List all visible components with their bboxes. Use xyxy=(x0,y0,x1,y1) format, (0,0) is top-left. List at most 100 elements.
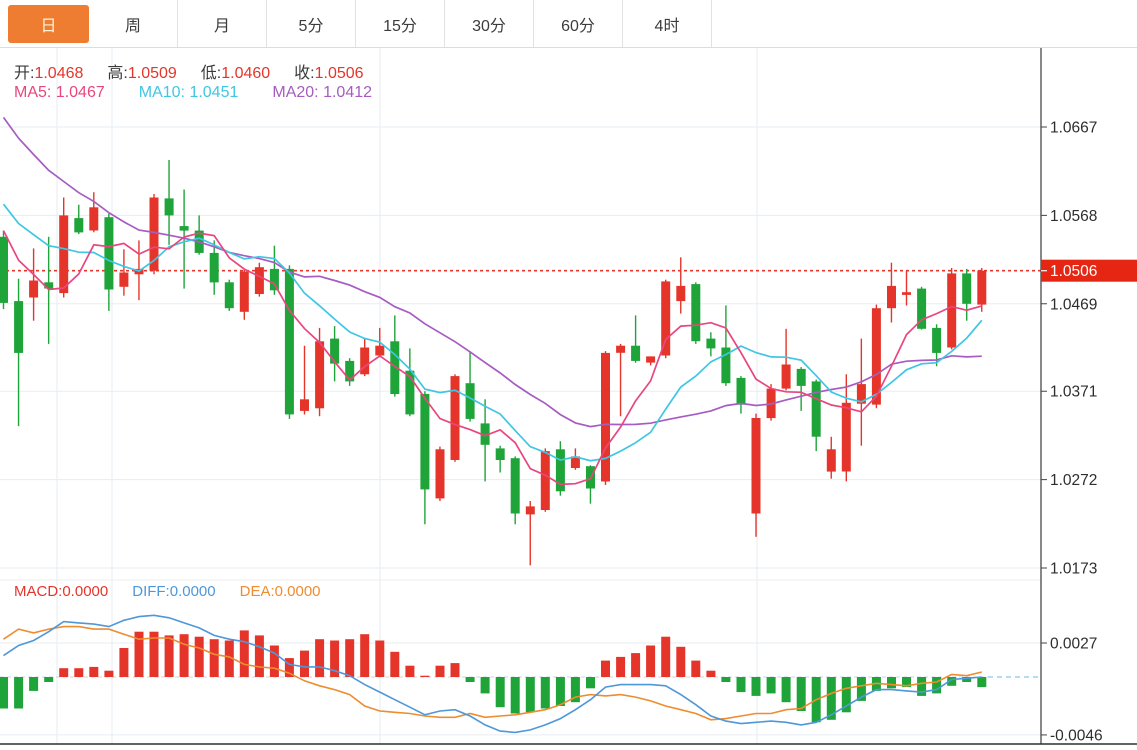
macd-bar xyxy=(435,665,445,677)
macd-readout: MACD:0.0000 DIFF:0.0000 DEA:0.0000 xyxy=(14,583,321,600)
candle-body xyxy=(856,384,866,404)
macd-bar xyxy=(375,640,385,677)
macd-tick-label: 0.0027 xyxy=(1050,635,1097,652)
candle-body xyxy=(540,451,550,510)
candle-body xyxy=(284,268,294,415)
tab-4[interactable]: 15分 xyxy=(356,0,445,47)
macd-bar xyxy=(721,677,731,682)
macd-value: 0.0000 xyxy=(62,583,109,600)
candle-body xyxy=(947,273,957,348)
candle-body xyxy=(465,383,475,419)
macd-bar xyxy=(887,677,896,689)
candle-body xyxy=(89,207,99,231)
macd-bar xyxy=(0,677,8,709)
candle-body xyxy=(209,252,219,283)
macd-bar xyxy=(691,660,701,677)
candle-body xyxy=(616,345,626,353)
macd-bar xyxy=(14,677,24,709)
candle-body xyxy=(360,347,370,375)
macd-bar xyxy=(525,677,535,713)
candle-body xyxy=(706,338,716,349)
ma20-label: MA20: xyxy=(272,84,319,101)
candle-body xyxy=(345,360,355,382)
macd-bar xyxy=(300,650,309,677)
macd-bar xyxy=(315,639,325,677)
macd-bar xyxy=(540,677,550,709)
tab-3[interactable]: 5分 xyxy=(267,0,356,47)
candle-body xyxy=(887,285,896,309)
price-tick-label: 1.0568 xyxy=(1050,208,1097,225)
macd-bar xyxy=(841,677,851,713)
macd-label: MACD: xyxy=(14,583,63,600)
macd-bar xyxy=(345,639,355,677)
ma10-label: MA10: xyxy=(138,84,185,101)
candle-body xyxy=(902,292,911,295)
candle-body xyxy=(14,301,24,353)
macd-bar xyxy=(119,648,129,677)
dea-label: DEA: xyxy=(239,583,275,600)
candle-body xyxy=(44,282,54,289)
candle-body xyxy=(525,506,535,515)
macd-bar xyxy=(194,636,204,677)
macd-bar xyxy=(209,639,219,677)
candle-body xyxy=(29,280,39,298)
tab-5[interactable]: 30分 xyxy=(445,0,534,47)
candle-body xyxy=(224,282,234,309)
candle-body xyxy=(826,449,836,472)
tab-1[interactable]: 周 xyxy=(89,0,178,47)
candle-body xyxy=(495,448,505,460)
tab-2[interactable]: 月 xyxy=(178,0,267,47)
candle-body xyxy=(164,198,174,216)
ma5-line xyxy=(2,230,983,486)
macd-bar xyxy=(631,653,641,677)
macd-bar xyxy=(646,645,656,677)
last-price-tag-value: 1.0506 xyxy=(1050,263,1097,280)
ma20-line xyxy=(2,116,982,428)
macd-bar xyxy=(706,670,716,677)
tab-7[interactable]: 4时 xyxy=(623,0,712,47)
candle-body xyxy=(736,377,746,405)
candle-body xyxy=(420,393,430,490)
tab-0-active[interactable]: 日 xyxy=(0,0,89,47)
candle-body xyxy=(510,458,520,514)
candle-body xyxy=(721,347,731,384)
period-tab-bar: 日周月 5分 15分 30分 60分 4时 xyxy=(0,0,1137,48)
price-tick-label: 1.0272 xyxy=(1050,472,1097,489)
price-tick-label: 1.0371 xyxy=(1050,384,1097,401)
diff-value: 0.0000 xyxy=(169,583,216,600)
ma20-value: 1.0412 xyxy=(323,84,373,101)
macd-bar xyxy=(510,677,520,714)
macd-bar xyxy=(44,677,54,682)
candle-body xyxy=(390,341,400,394)
price-tick-label: 1.0667 xyxy=(1050,120,1097,137)
macd-bar xyxy=(826,677,836,720)
diff-label: DIFF: xyxy=(132,583,170,600)
candle-body xyxy=(435,449,445,499)
candle-body xyxy=(871,308,881,405)
macd-bar xyxy=(224,640,234,677)
candle-body xyxy=(841,402,851,472)
macd-bar xyxy=(390,651,400,677)
candle-body xyxy=(330,338,340,364)
macd-bar xyxy=(420,675,430,677)
candle-body xyxy=(796,368,806,386)
low-label: 低: xyxy=(200,65,222,82)
dea-value: 0.0000 xyxy=(274,583,321,600)
macd-bar xyxy=(330,640,340,677)
candle-body xyxy=(405,370,415,415)
macd-bar xyxy=(586,677,595,689)
macd-bar xyxy=(179,634,189,677)
candles xyxy=(0,160,987,566)
candle-body xyxy=(601,352,610,482)
ma10-value: 1.0451 xyxy=(189,84,239,101)
close-value: 1.0506 xyxy=(314,65,364,82)
macd-bar xyxy=(405,665,415,677)
candle-body xyxy=(59,215,69,294)
macd-bar xyxy=(962,677,972,682)
tab-6[interactable]: 60分 xyxy=(534,0,623,47)
open-label: 开: xyxy=(14,65,35,82)
macd-bar xyxy=(661,636,671,677)
macd-bar xyxy=(104,670,114,677)
macd-bar xyxy=(676,646,686,677)
